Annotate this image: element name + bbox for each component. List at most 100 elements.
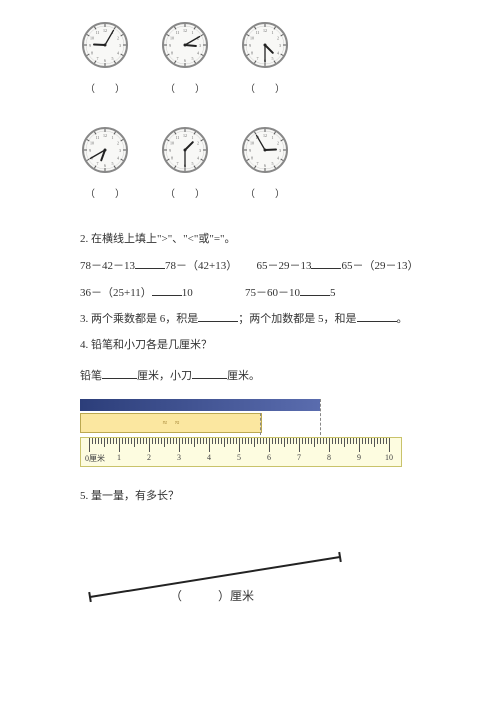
svg-text:3: 3 (199, 43, 201, 48)
q2-e3a: 36－（25+11） (80, 287, 152, 299)
q4-blank1[interactable] (102, 366, 137, 379)
ruler-minor-tick (155, 438, 156, 444)
svg-text:3: 3 (199, 148, 201, 153)
knife-shape: ≈ ≈ (80, 413, 262, 433)
svg-text:9: 9 (249, 148, 251, 153)
svg-text:5: 5 (192, 161, 194, 166)
ruler-tick (269, 438, 270, 452)
ruler-tick (389, 438, 390, 452)
ruler-minor-tick (290, 438, 291, 444)
svg-text:6: 6 (184, 58, 186, 63)
svg-text:10: 10 (170, 141, 174, 146)
svg-text:3: 3 (119, 148, 121, 153)
q2-blank3[interactable] (152, 283, 182, 296)
svg-text:2: 2 (117, 36, 119, 41)
clock-answer[interactable]: （ ） (80, 80, 130, 95)
svg-text:3: 3 (279, 43, 281, 48)
q2-line1: 78－42－1378－（42+13） 65－29－1365－（29－13） (80, 256, 420, 277)
svg-text:5: 5 (112, 56, 114, 61)
ruler-minor-tick (245, 438, 246, 444)
svg-text:7: 7 (257, 161, 259, 166)
ruler-minor-tick (350, 438, 351, 444)
clock-face: 121234567891011 (160, 125, 210, 175)
clock-answer[interactable]: （ ） (160, 185, 210, 200)
svg-text:1: 1 (272, 30, 274, 35)
ruler-minor-tick (254, 438, 255, 447)
line-measure: （ ）厘米 (80, 537, 420, 617)
ruler-zero-label: 0厘米 (85, 453, 105, 464)
clock: 121234567891011 (240, 20, 290, 70)
ruler-minor-tick (221, 438, 222, 444)
svg-text:7: 7 (177, 56, 179, 61)
ruler-minor-tick (356, 438, 357, 444)
q2-blank2[interactable] (311, 256, 341, 269)
clock-answer[interactable]: （ ） (240, 185, 290, 200)
svg-text:7: 7 (97, 161, 99, 166)
ruler-minor-tick (365, 438, 366, 444)
clock-face: 121234567891011 (80, 20, 130, 70)
q2-e2a: 65－29－13 (256, 260, 311, 272)
ruler-minor-tick (206, 438, 207, 444)
ruler-minor-tick (338, 438, 339, 444)
clock-answer[interactable]: （ ） (240, 80, 290, 95)
clock: 121234567891011 (240, 125, 290, 175)
svg-text:4: 4 (197, 51, 199, 56)
svg-text:12: 12 (183, 133, 187, 138)
q3-blank2[interactable] (357, 309, 397, 322)
ruler-minor-tick (161, 438, 162, 444)
svg-text:11: 11 (96, 30, 100, 35)
svg-text:8: 8 (91, 51, 93, 56)
svg-text:4: 4 (277, 156, 279, 161)
q2-e1b: 78－（42+13） (165, 260, 237, 272)
q2-e1a: 78－42－13 (80, 260, 135, 272)
svg-text:10: 10 (90, 36, 94, 41)
svg-text:8: 8 (251, 156, 253, 161)
q5-answer-label: （ ）厘米 (170, 587, 254, 604)
ruler-minor-tick (278, 438, 279, 444)
q3-blank1[interactable] (198, 309, 238, 322)
ruler-minor-tick (101, 438, 102, 444)
ruler-minor-tick (197, 438, 198, 444)
q2-e4b: 5 (330, 287, 336, 299)
ruler-tick (119, 438, 120, 452)
svg-text:4: 4 (117, 51, 119, 56)
ruler-minor-tick (164, 438, 165, 447)
q4-blank2[interactable] (192, 366, 227, 379)
ruler: 0厘米12345678910 (80, 437, 402, 467)
clock-answer[interactable]: （ ） (80, 185, 130, 200)
ruler-minor-tick (92, 438, 93, 444)
ruler-minor-tick (317, 438, 318, 444)
svg-text:11: 11 (176, 135, 180, 140)
ruler-label: 8 (327, 453, 331, 462)
ruler-minor-tick (140, 438, 141, 444)
ruler-minor-tick (314, 438, 315, 447)
ruler-minor-tick (146, 438, 147, 444)
q2-blank4[interactable] (300, 283, 330, 296)
svg-text:8: 8 (171, 51, 173, 56)
ruler-minor-tick (371, 438, 372, 444)
q3-line: 3. 两个乘数都是 6，积是；两个加数都是 5，和是。 (80, 309, 420, 330)
ruler-minor-tick (191, 438, 192, 444)
svg-text:3: 3 (119, 43, 121, 48)
q4-title: 4. 铅笔和小刀各是几厘米？ (80, 336, 420, 356)
ruler-label: 6 (267, 453, 271, 462)
clock: 121234567891011 (160, 20, 210, 70)
ruler-minor-tick (188, 438, 189, 444)
svg-text:6: 6 (264, 163, 266, 168)
ruler-minor-tick (185, 438, 186, 444)
clock-face: 121234567891011 (80, 125, 130, 175)
clock-answer[interactable]: （ ） (160, 80, 210, 95)
q2-blank1[interactable] (135, 256, 165, 269)
q2-e4a: 75－60－10 (245, 287, 300, 299)
ruler-minor-tick (98, 438, 99, 444)
ruler-minor-tick (344, 438, 345, 447)
q2-e3b: 10 (182, 287, 193, 299)
ruler-minor-tick (215, 438, 216, 444)
ruler-minor-tick (107, 438, 108, 444)
ruler-minor-tick (218, 438, 219, 444)
ruler-minor-tick (251, 438, 252, 444)
ruler-minor-tick (137, 438, 138, 444)
clock-row: 121234567891011 121234567891011 12123456… (80, 20, 420, 70)
ruler-minor-tick (230, 438, 231, 444)
svg-text:1: 1 (192, 30, 194, 35)
